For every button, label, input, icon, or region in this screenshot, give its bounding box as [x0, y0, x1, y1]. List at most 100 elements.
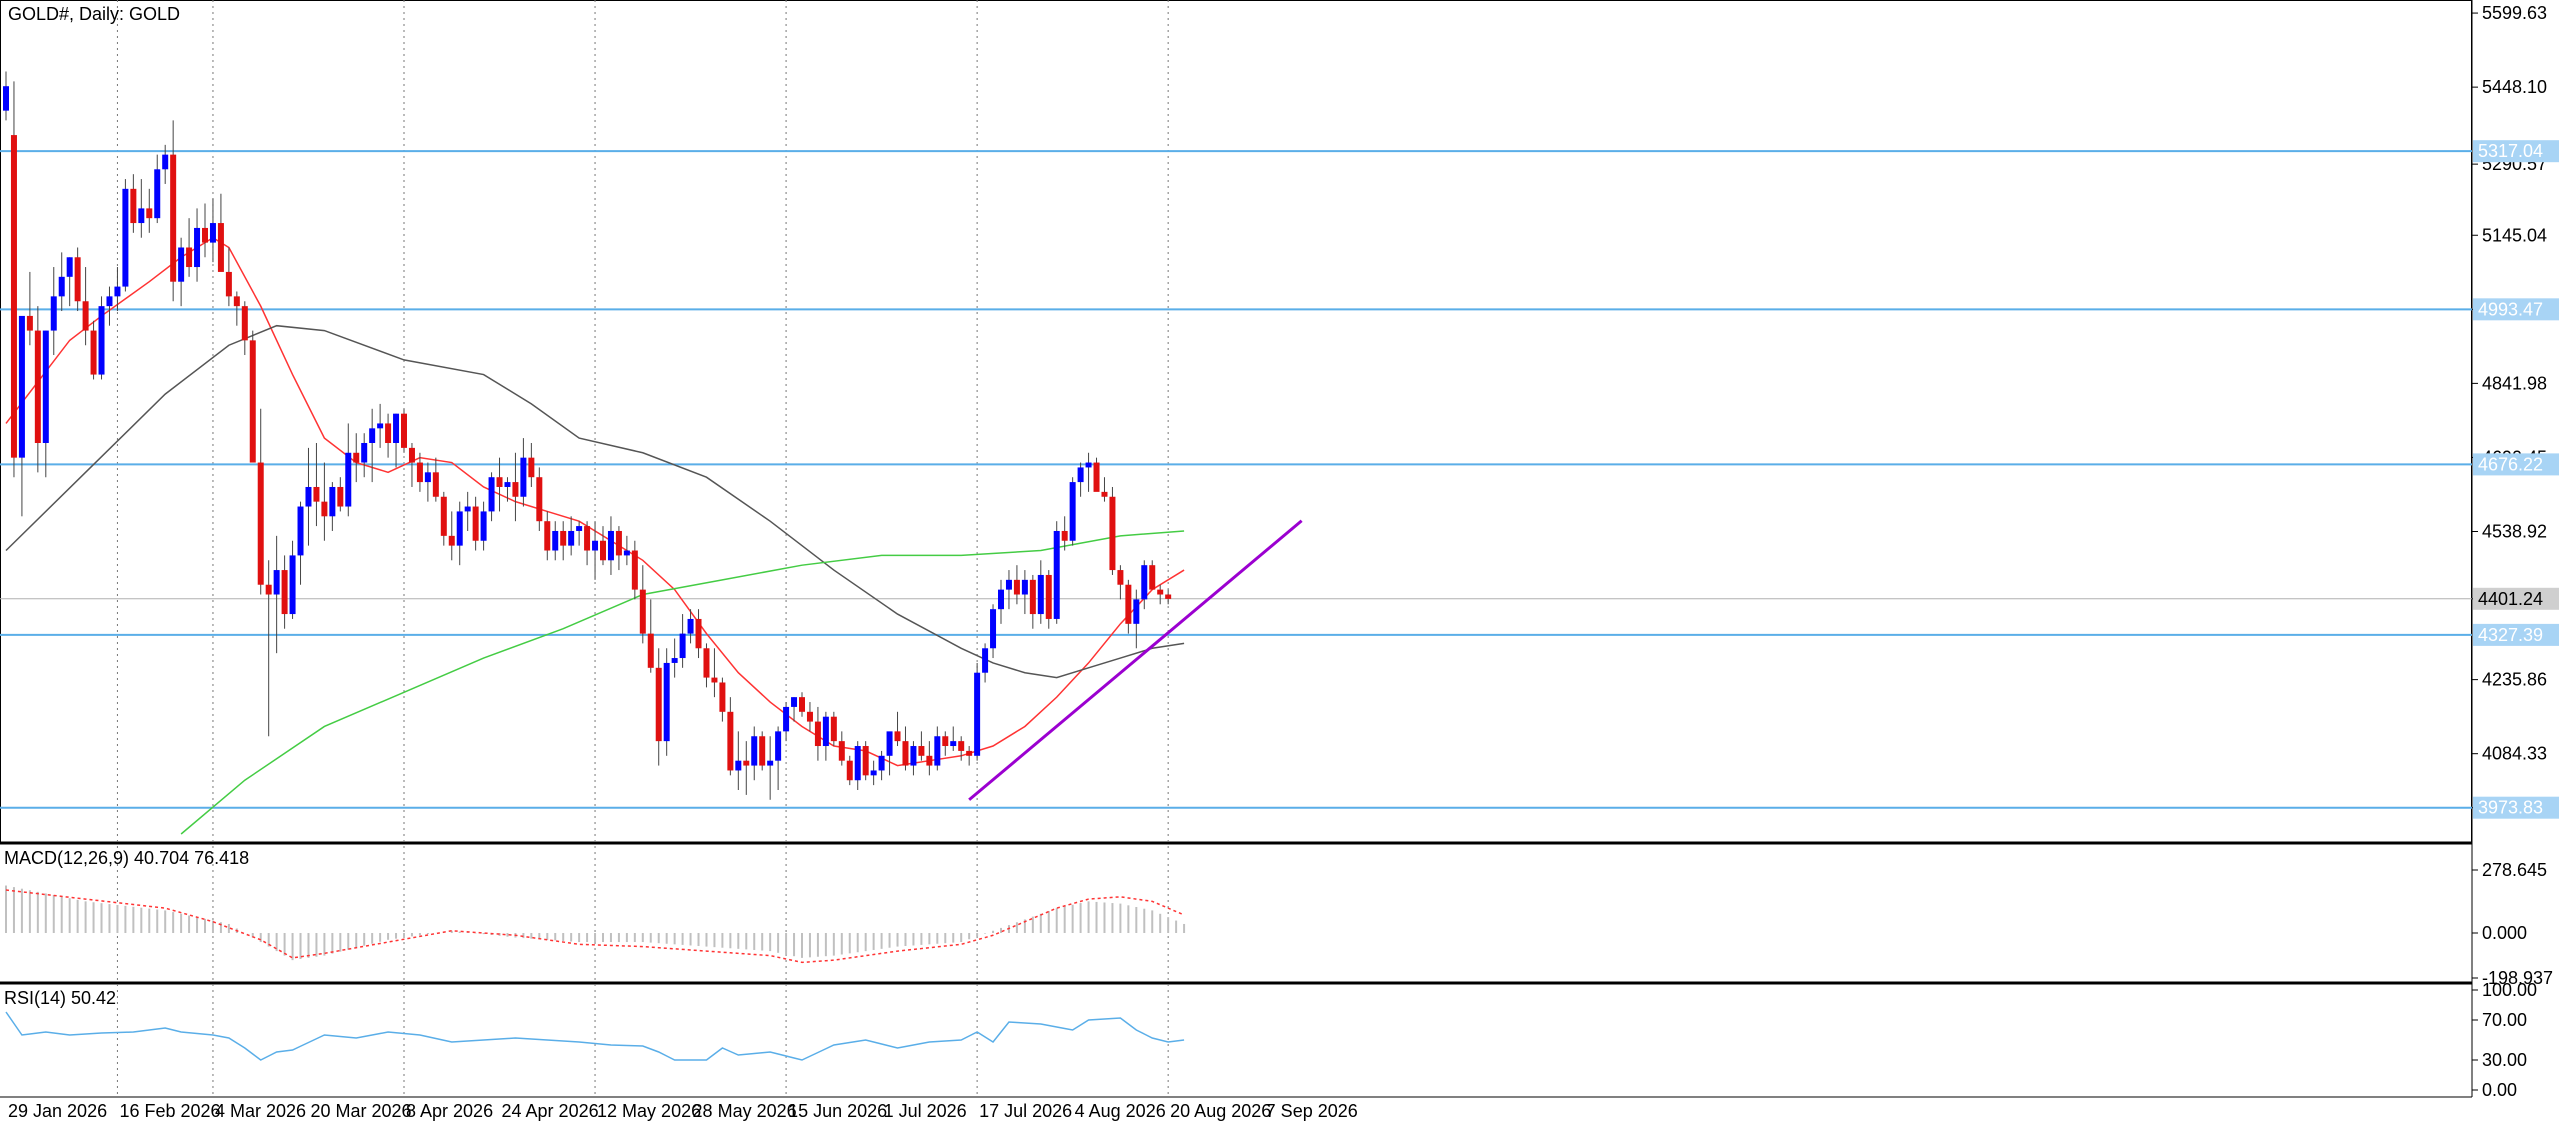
bull-candle-body [464, 506, 471, 512]
bear-candle-body [615, 530, 622, 556]
bear-candle-body [82, 301, 89, 331]
horizontal-level-tag [2473, 298, 2559, 321]
macd-layer [5, 885, 1186, 964]
bear-candle-body [321, 501, 328, 517]
bear-candle-body [830, 716, 837, 742]
bull-candle-body [520, 457, 527, 497]
bear-candle-body [639, 589, 646, 634]
bull-candle-body [822, 716, 829, 747]
bull-candle-body [361, 442, 368, 463]
bull-candle-body [990, 609, 997, 649]
bear-candle-body [695, 618, 702, 649]
current-price-label: 4401.24 [2478, 589, 2543, 609]
bear-candle-body [241, 306, 248, 341]
bear-candle-body [257, 462, 264, 585]
bear-candle-body [647, 633, 654, 668]
bear-candle-body [719, 682, 726, 712]
price-tick-label: 5599.63 [2482, 3, 2547, 23]
horizontal-level-label: 4327.39 [2478, 625, 2543, 645]
bear-candle-body [1149, 565, 1156, 590]
date-label: 15 Jun 2026 [788, 1101, 887, 1121]
bear-candle-body [655, 667, 662, 742]
date-label: 28 May 2026 [693, 1101, 797, 1121]
price-tick-label: 4841.98 [2482, 373, 2547, 393]
bull-candle-body [369, 428, 376, 443]
bear-candle-body [743, 760, 750, 766]
bull-candle-body [671, 658, 678, 663]
bull-candle-body [297, 506, 304, 556]
bull-candle-body [878, 755, 885, 771]
bear-candle-body [74, 257, 81, 302]
bear-candle-body [90, 330, 97, 375]
bear-candle-body [408, 447, 415, 463]
rsi-label: RSI(14) 50.42 [4, 988, 116, 1008]
rsi-layer [5, 1011, 1185, 1061]
bull-candle-body [305, 486, 312, 507]
bull-candle-body [974, 672, 981, 756]
bear-candle-body [265, 584, 272, 595]
bear-candle-body [416, 462, 423, 483]
bull-candle-body [607, 530, 614, 561]
bull-candle-body [775, 731, 782, 761]
rsi-tick-label: 0.00 [2482, 1080, 2517, 1100]
bull-candle-body [934, 736, 941, 766]
bear-candle-body [528, 457, 535, 478]
grid-layer [116, 0, 1169, 1097]
bear-candle-body [544, 521, 551, 551]
bull-candle-body [1005, 579, 1012, 590]
ma-200-line [180, 530, 1185, 835]
bear-candle-body [600, 540, 606, 561]
horizontal-level-label: 5317.04 [2478, 141, 2543, 161]
bull-candle-body [735, 760, 742, 771]
horizontal-level-tag [2473, 796, 2559, 819]
bear-candle-body [233, 296, 240, 307]
date-label: 4 Aug 2026 [1075, 1101, 1166, 1121]
bear-candle-body [560, 530, 567, 546]
bull-candle-body [273, 570, 280, 595]
bull-candle-body [687, 618, 694, 634]
bull-candle-body [50, 296, 57, 331]
bear-candle-body [1157, 589, 1164, 595]
bull-candle-body [289, 555, 296, 615]
bull-candle-body [870, 770, 877, 776]
bear-candle-body [1125, 584, 1132, 624]
bull-candle-body [424, 472, 431, 483]
bear-candle-body [1093, 462, 1100, 492]
bear-candle-body [894, 731, 901, 742]
bear-candle-body [313, 486, 320, 502]
bull-candle-body [178, 247, 185, 282]
candle-layer [3, 71, 1172, 800]
bull-candle-body [854, 746, 861, 781]
horizontal-level-tag [2473, 140, 2559, 163]
bull-candle-body [982, 648, 989, 673]
hline-layer [0, 150, 2472, 809]
bear-candle-body [432, 472, 439, 497]
date-label: 20 Aug 2026 [1170, 1101, 1271, 1121]
macd-tick-label: 278.645 [2482, 860, 2547, 880]
bull-candle-body [504, 482, 511, 487]
bull-candle-body [154, 169, 161, 219]
bull-candle-body [910, 746, 917, 766]
rsi-tick-label: 100.00 [2482, 980, 2537, 1000]
bear-candle-body [353, 452, 360, 463]
bull-candle-body [623, 550, 630, 556]
bear-candle-body [249, 340, 256, 463]
horizontal-level-label: 4993.47 [2478, 299, 2543, 319]
bull-candle-body [663, 662, 670, 742]
bull-candle-body [592, 540, 599, 551]
bear-candle-body [806, 711, 813, 722]
bull-candle-body [1133, 599, 1140, 624]
bull-candle-body [950, 741, 957, 747]
current-price-tag [2473, 587, 2559, 610]
bull-candle-body [194, 227, 201, 268]
rsi-tick-label: 30.00 [2482, 1050, 2527, 1070]
bull-candle-body [98, 306, 105, 375]
bull-candle-body [751, 736, 758, 766]
bull-candle-body [106, 296, 113, 307]
date-label: 16 Feb 2026 [119, 1101, 220, 1121]
bull-candle-body [480, 511, 487, 541]
price-tick-label: 4084.33 [2482, 744, 2547, 764]
bear-candle-body [1029, 579, 1036, 615]
bear-candle-body [631, 550, 638, 590]
